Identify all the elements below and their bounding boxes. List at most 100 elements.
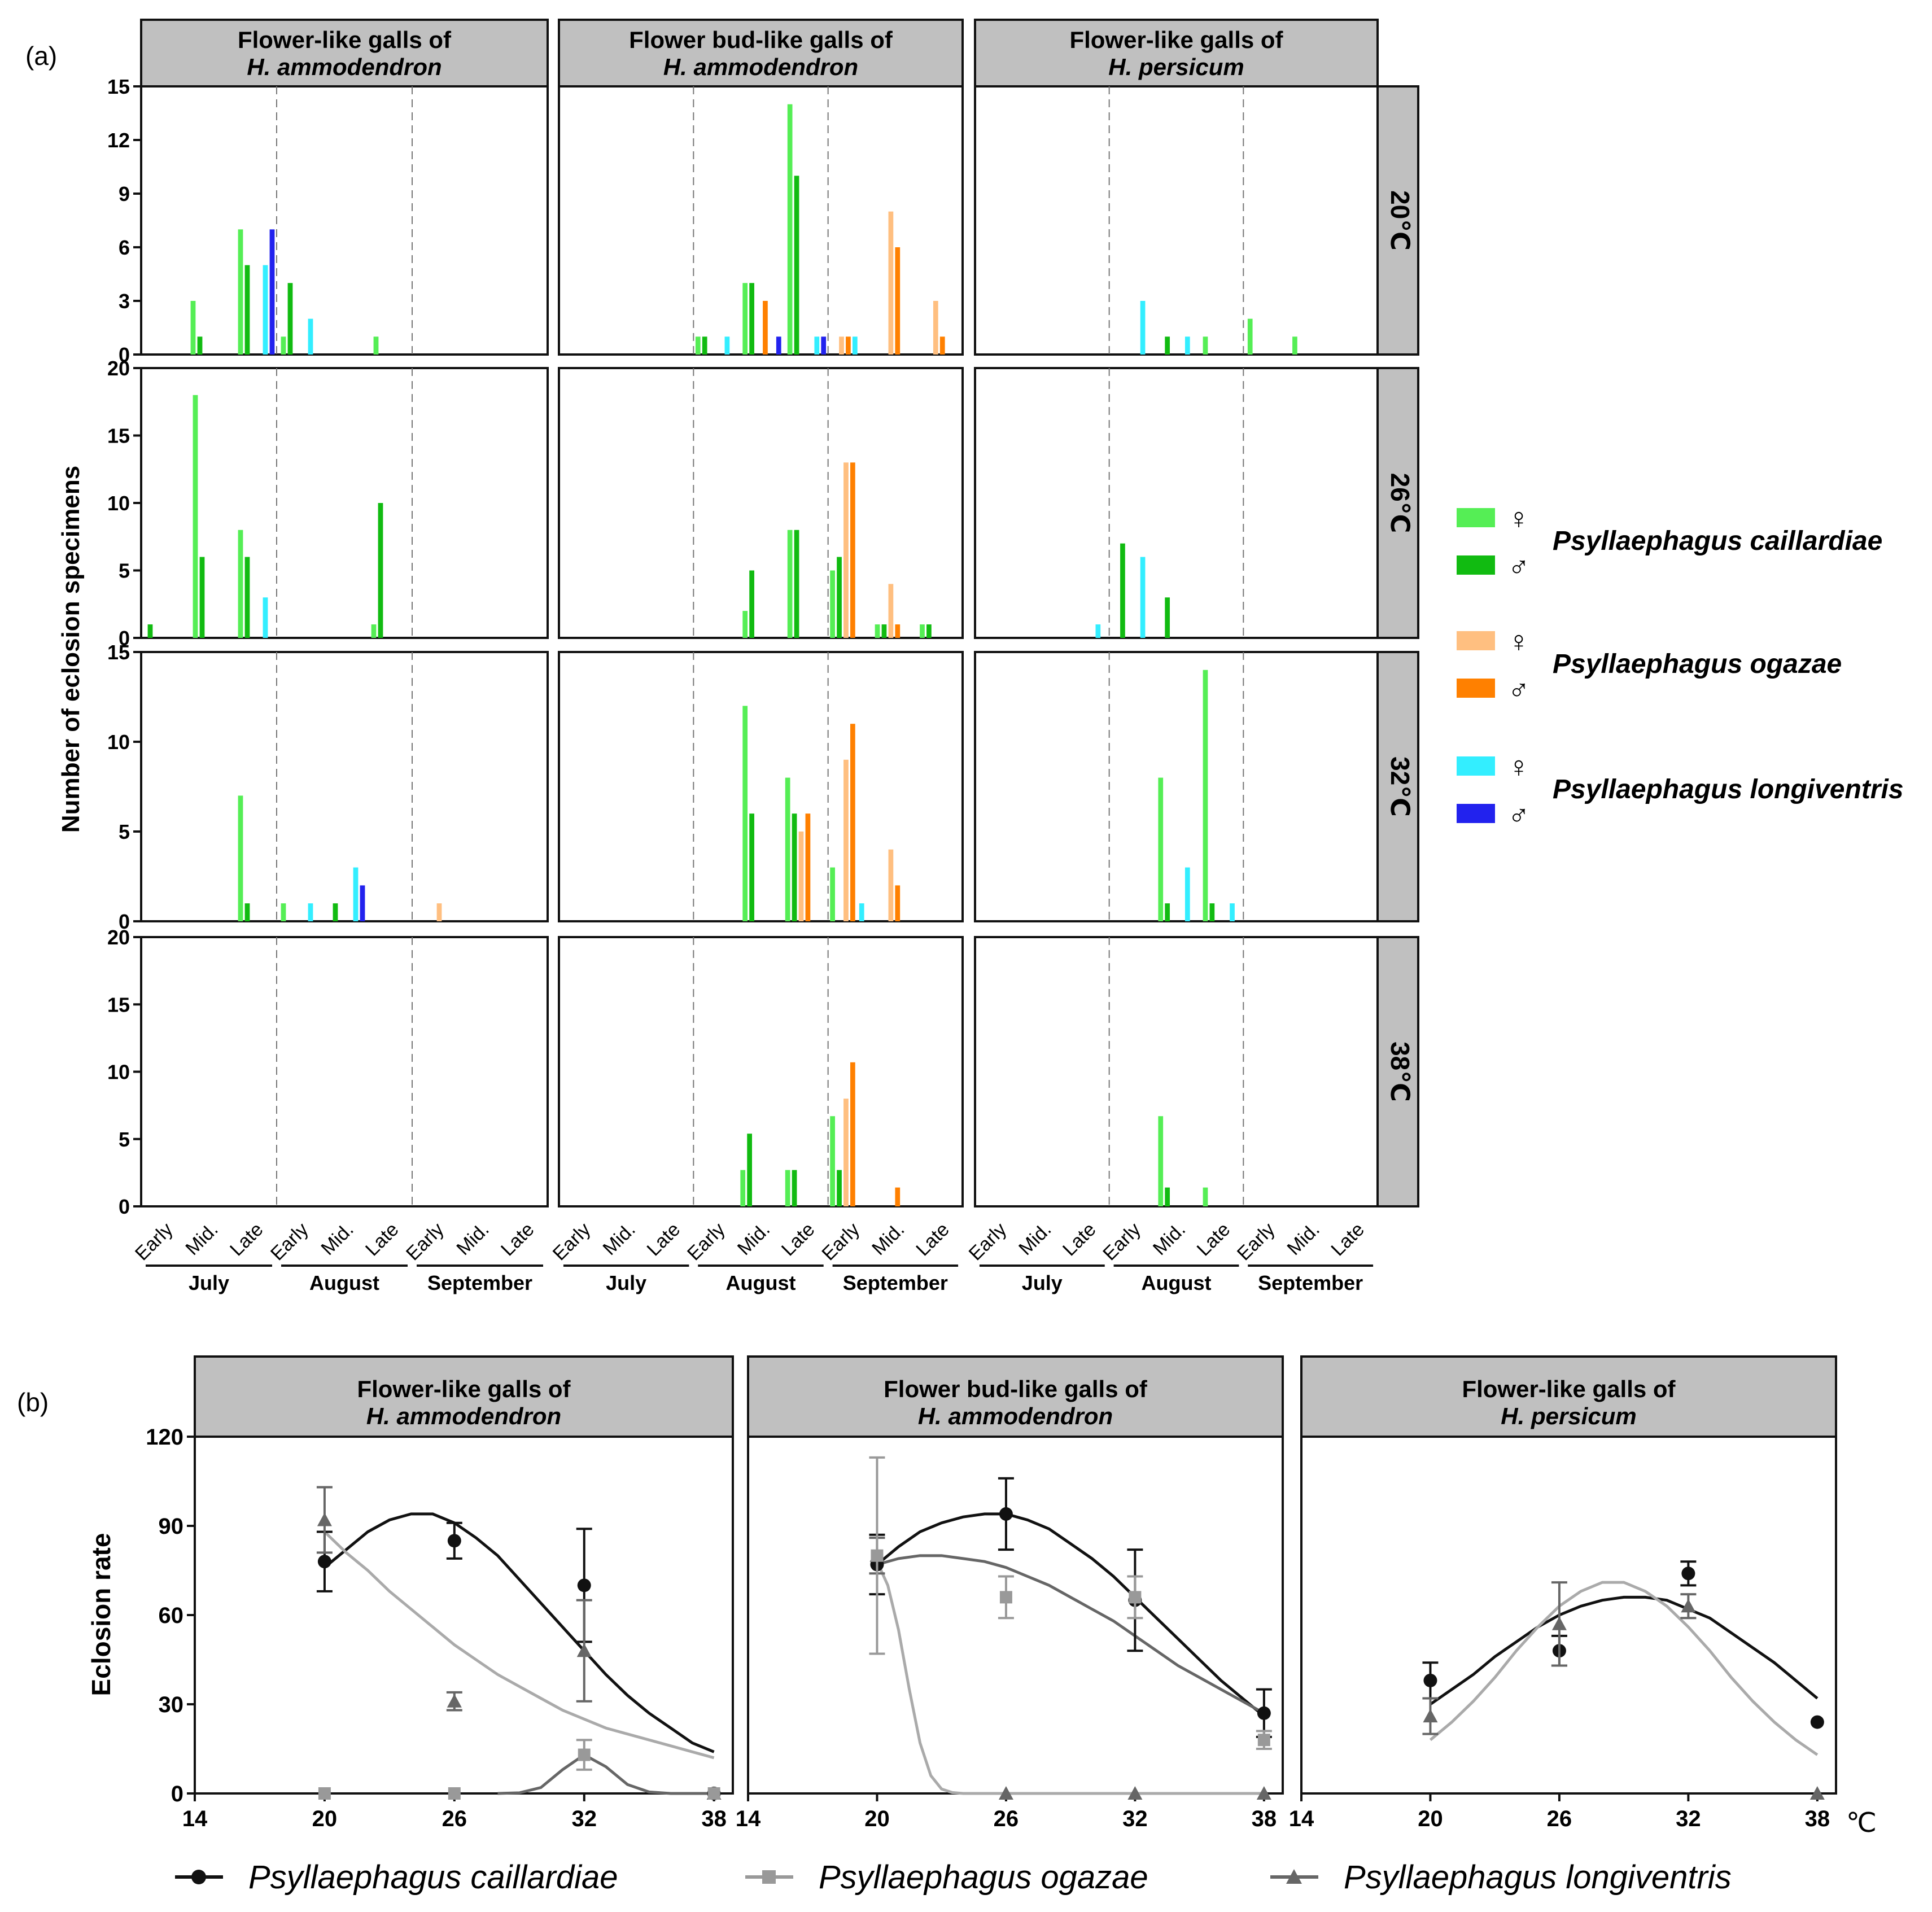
bar-cail_m xyxy=(333,903,338,921)
period-label: Early xyxy=(818,1219,864,1265)
x-tick-label: 26 xyxy=(994,1806,1019,1831)
bar-lon_f xyxy=(1184,336,1190,355)
period-label: Early xyxy=(266,1219,313,1265)
bar-cail_f xyxy=(238,530,243,638)
bar-cail_f xyxy=(190,301,196,355)
point-square xyxy=(871,1549,884,1562)
y-tick-label: 0 xyxy=(119,910,130,933)
fit-curve xyxy=(1430,1595,1819,1706)
subplot-frame xyxy=(558,651,964,922)
y-tick-label: 30 xyxy=(159,1692,184,1717)
subplot-frame xyxy=(558,936,964,1207)
bar-oga_f xyxy=(436,903,442,921)
legend-b-label: Psyllaephagus longiventris xyxy=(1344,1859,1732,1896)
female-symbol: ♀ xyxy=(1508,625,1530,658)
point-circle xyxy=(1257,1706,1271,1720)
x-tick-label: 38 xyxy=(1805,1806,1830,1831)
bar-cail_m xyxy=(794,530,799,638)
y-tick-label: 20 xyxy=(107,357,130,380)
period-label: Late xyxy=(777,1219,819,1261)
y-tick-label: 10 xyxy=(107,1061,130,1084)
y-tick-label: 3 xyxy=(119,290,130,313)
bar-cail_m xyxy=(881,624,887,638)
bar-cail_m xyxy=(244,265,250,355)
bar-cail_f xyxy=(740,1170,746,1206)
subplot-frame xyxy=(558,367,964,639)
period-label: Late xyxy=(1327,1219,1369,1261)
subplot-r4-c3 xyxy=(974,936,1379,1207)
x-tick-label: 14 xyxy=(182,1806,208,1831)
bar-lon_f xyxy=(859,903,864,921)
x-tick-label: 38 xyxy=(1252,1806,1277,1831)
subplot-frame xyxy=(558,85,964,356)
month-label: August xyxy=(726,1271,796,1294)
bar-oga_f xyxy=(888,584,894,638)
row-temp-label: 26℃ xyxy=(1385,473,1415,533)
subplot-r2-c2 xyxy=(558,367,964,639)
point-triangle xyxy=(1127,1786,1143,1800)
subplot-r2-c3 xyxy=(974,367,1379,639)
point-triangle xyxy=(1681,1599,1696,1613)
x-tick-label: 14 xyxy=(736,1806,761,1831)
bar-lon_f xyxy=(1140,557,1146,638)
bar-oga_m xyxy=(895,885,901,921)
point-circle xyxy=(577,1578,591,1592)
bar-lon_m xyxy=(360,885,365,921)
y-tick-label: 15 xyxy=(107,641,130,664)
x-tick-label: 26 xyxy=(1547,1806,1572,1831)
point-triangle xyxy=(447,1694,462,1708)
bar-cail_f xyxy=(1203,670,1208,921)
row-strip-38℃ xyxy=(1376,936,1419,1207)
bar-cail_f xyxy=(1203,1187,1208,1206)
panel-b-header xyxy=(1300,1355,1837,1438)
y-tick-label: 15 xyxy=(107,425,130,448)
point-triangle xyxy=(576,1643,592,1657)
period-label: Mid. xyxy=(733,1219,774,1259)
point-circle xyxy=(447,1534,461,1548)
legend-b-label: Psyllaephagus caillardiae xyxy=(248,1859,618,1896)
bar-cail_m xyxy=(1165,1187,1170,1206)
x-tick-label: 32 xyxy=(571,1806,597,1831)
bar-lon_f xyxy=(814,336,820,355)
panel-b-frame xyxy=(194,1436,734,1795)
bar-lon_f xyxy=(724,336,730,355)
bar-cail_f xyxy=(373,336,379,355)
bar-oga_f xyxy=(933,301,938,355)
bar-cail_f xyxy=(1247,318,1253,355)
bar-cail_m xyxy=(244,903,250,921)
point-square xyxy=(578,1748,591,1761)
subplot-frame xyxy=(140,367,549,639)
column-title-line2: H. persicum xyxy=(1108,54,1244,80)
point-circle xyxy=(1681,1567,1695,1581)
y-tick-label: 9 xyxy=(119,182,130,205)
y-tick-label: 6 xyxy=(119,236,130,259)
y-tick-label: 60 xyxy=(159,1603,184,1628)
y-tick-label: 10 xyxy=(107,492,130,515)
panel-b-header xyxy=(194,1355,734,1438)
period-label: Early xyxy=(402,1219,448,1265)
bar-oga_f xyxy=(839,336,844,355)
period-label: Early xyxy=(1233,1219,1279,1265)
legend-species-label: Psyllaephagus longiventris xyxy=(1553,775,1904,804)
bar-oga_m xyxy=(850,1062,855,1206)
column-title-line2: H. ammodendron xyxy=(663,54,858,80)
period-label: Mid. xyxy=(1015,1219,1055,1259)
fit-curve xyxy=(876,1512,1265,1718)
bar-lon_f xyxy=(308,318,313,355)
bar-cail_f xyxy=(695,336,701,355)
bar-oga_m xyxy=(805,813,811,921)
bar-cail_m xyxy=(837,557,842,638)
point-triangle xyxy=(1809,1786,1825,1800)
bar-cail_f xyxy=(742,706,748,921)
point-square xyxy=(448,1787,461,1800)
bar-cail_f xyxy=(875,624,880,638)
month-label: September xyxy=(427,1271,532,1294)
subplot-r2-c1 xyxy=(140,367,549,639)
period-label: Late xyxy=(361,1219,403,1261)
panel-a-label: (a) xyxy=(25,41,57,71)
bar-cail_m xyxy=(1120,543,1125,638)
bar-lon_f xyxy=(1095,624,1101,638)
point-triangle xyxy=(317,1512,332,1526)
bar-cail_f xyxy=(1203,336,1208,355)
male-symbol: ♂ xyxy=(1508,551,1530,584)
